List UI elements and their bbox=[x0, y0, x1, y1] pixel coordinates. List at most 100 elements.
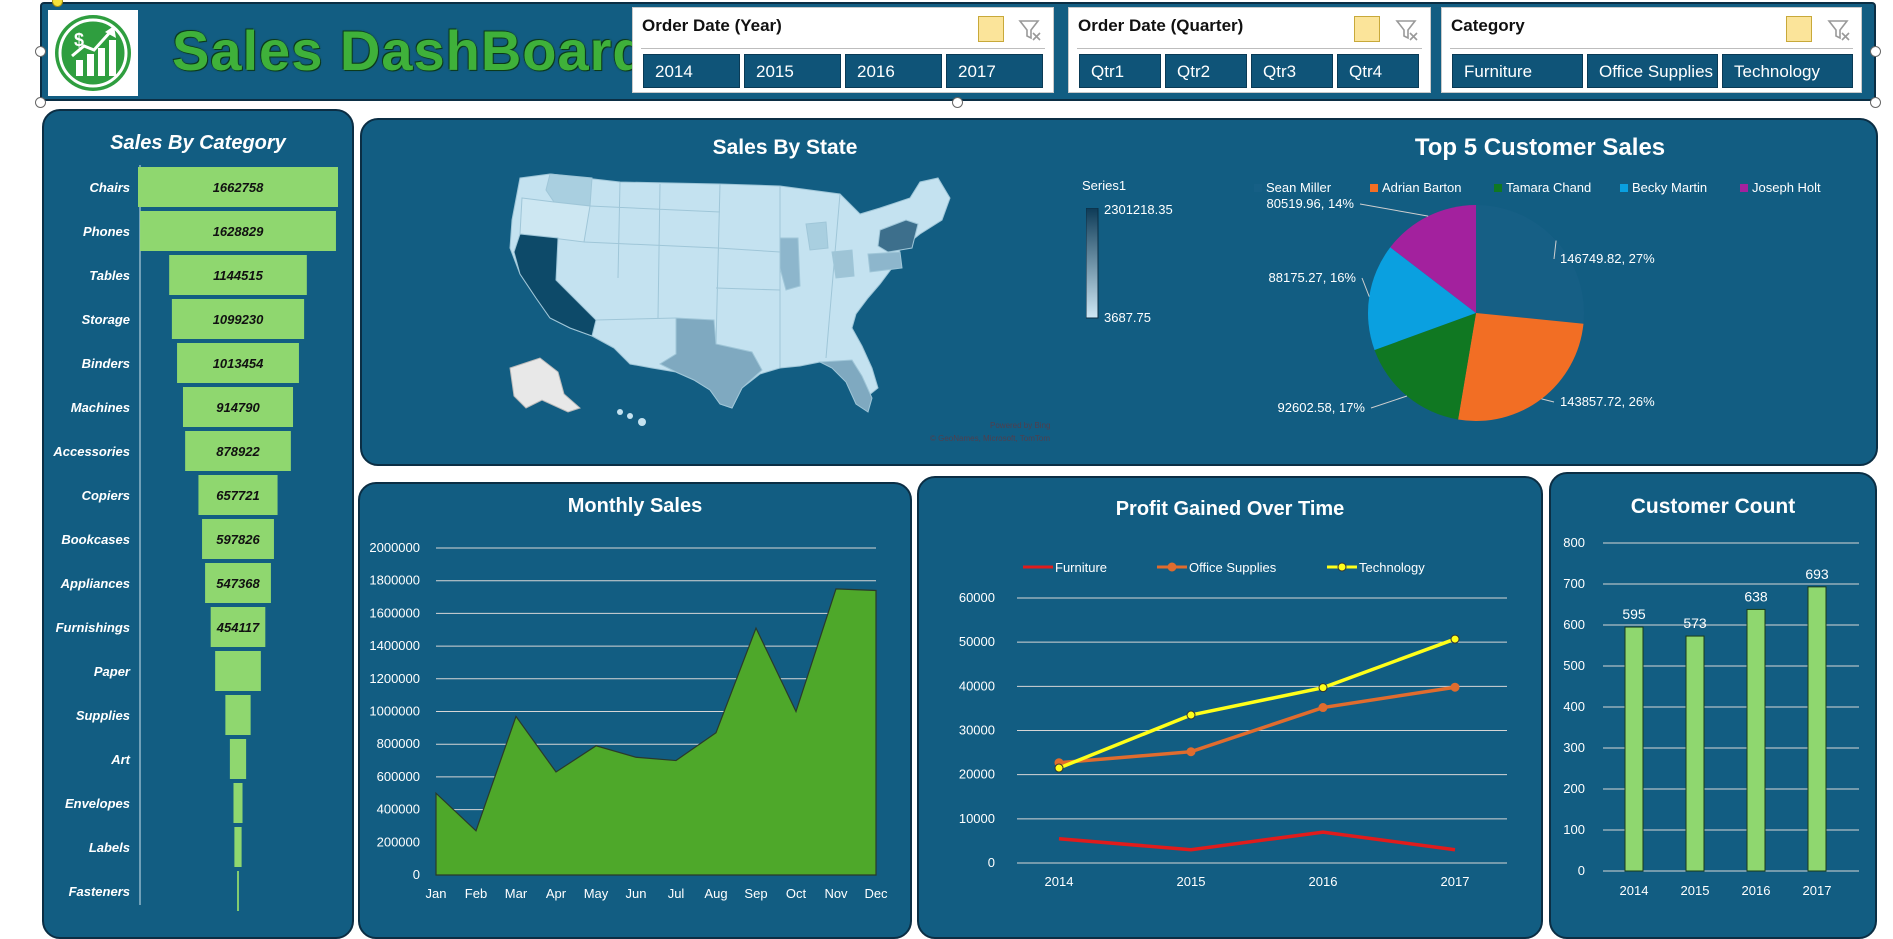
category-label: Copiers bbox=[82, 488, 130, 503]
pie-data-label: 143857.72, 26% bbox=[1560, 394, 1655, 409]
top5-customers-chart: Sean Miller Adrian Barton Tamara Chand Beck… bbox=[1254, 180, 1821, 421]
category-label: Supplies bbox=[76, 708, 130, 723]
top5-customers-title: Top 5 Customer Sales bbox=[1414, 134, 1666, 161]
multi-select-icon[interactable] bbox=[1786, 16, 1812, 42]
count-data-label: 573 bbox=[1683, 615, 1707, 631]
selection-handle[interactable] bbox=[1870, 97, 1881, 108]
series-point bbox=[1450, 682, 1460, 692]
slicer-button-office-supplies[interactable]: Office Supplies bbox=[1587, 54, 1718, 88]
pie-legend-swatch bbox=[1620, 184, 1628, 192]
customer-count-chart: 0 100 200 300 400 500 600 700 800 595 2014 573 2015 6… bbox=[1563, 535, 1859, 898]
pie-legend-swatch bbox=[1740, 184, 1748, 192]
category-value-label: 454117 bbox=[216, 620, 260, 635]
category-label: Envelopes bbox=[65, 796, 130, 811]
rotation-handle[interactable] bbox=[52, 0, 63, 7]
y-tick-label: 30000 bbox=[959, 723, 995, 738]
y-tick-label: 1200000 bbox=[369, 671, 420, 686]
legend-marker bbox=[1337, 562, 1347, 572]
y-tick-label: 500 bbox=[1563, 658, 1585, 673]
category-label: Accessories bbox=[52, 444, 130, 459]
slicer-button-2016[interactable]: 2016 bbox=[845, 54, 942, 88]
category-value-label: 1662758 bbox=[213, 180, 264, 195]
pie-data-label: 80519.96, 14% bbox=[1267, 196, 1355, 211]
y-tick-label: 50000 bbox=[959, 634, 995, 649]
slicer-button-furniture[interactable]: Furniture bbox=[1452, 54, 1583, 88]
customer-count-title: Customer Count bbox=[1630, 495, 1796, 518]
slicer-order-quarter: Order Date (Quarter) Qtr1 Qtr2 Qtr3 Qtr4 bbox=[1068, 7, 1431, 93]
multi-select-icon[interactable] bbox=[1354, 16, 1380, 42]
x-tick-label: Nov bbox=[824, 886, 848, 901]
category-bar bbox=[234, 827, 242, 867]
category-value-label: 1144515 bbox=[213, 268, 263, 283]
slicer-button-qtr2[interactable]: Qtr2 bbox=[1165, 54, 1247, 88]
category-bar bbox=[138, 167, 338, 207]
x-tick-label: 2015 bbox=[1177, 874, 1206, 889]
slicer-button-qtr4[interactable]: Qtr4 bbox=[1337, 54, 1419, 88]
pie-legend-swatch bbox=[1494, 184, 1502, 192]
category-label: Bookcases bbox=[61, 532, 130, 547]
multi-select-icon[interactable] bbox=[978, 16, 1004, 42]
map-credits-2: © GeoNames, Microsoft, TomTom bbox=[930, 434, 1050, 443]
clear-filter-icon[interactable] bbox=[1395, 18, 1419, 42]
category-value-label: 1628829 bbox=[213, 224, 264, 239]
category-label: Fasteners bbox=[69, 884, 130, 899]
slicer-order-year: Order Date (Year) 2014 2015 2016 2017 bbox=[632, 7, 1054, 93]
category-value-label: 547368 bbox=[216, 576, 260, 591]
y-tick-label: 800 bbox=[1563, 535, 1585, 550]
slicer-button-qtr3[interactable]: Qtr3 bbox=[1251, 54, 1333, 88]
pie-legend-label: Tamara Chand bbox=[1506, 180, 1591, 195]
sales-by-category-title: Sales By Category bbox=[110, 132, 286, 154]
legend-label: Technology bbox=[1359, 560, 1425, 575]
series-point bbox=[1186, 747, 1196, 757]
slicer-button-qtr1[interactable]: Qtr1 bbox=[1079, 54, 1161, 88]
category-bar bbox=[185, 431, 291, 471]
slicer-button-technology[interactable]: Technology bbox=[1722, 54, 1853, 88]
category-bar bbox=[198, 475, 278, 515]
x-tick-label: Aug bbox=[704, 886, 727, 901]
x-tick-label: 2017 bbox=[1441, 874, 1470, 889]
category-bar bbox=[229, 739, 247, 779]
series-point bbox=[1186, 710, 1196, 720]
clear-filter-icon[interactable] bbox=[1827, 18, 1851, 42]
x-tick-label: Oct bbox=[786, 886, 807, 901]
clear-filter-icon[interactable] bbox=[1018, 18, 1042, 42]
pie-leader-line bbox=[1359, 203, 1429, 217]
y-tick-label: 0 bbox=[988, 855, 995, 870]
svg-text:$: $ bbox=[74, 30, 84, 50]
pie-legend-label: Joseph Holt bbox=[1752, 180, 1821, 195]
category-value-label: 914790 bbox=[216, 400, 260, 415]
category-bar bbox=[205, 563, 271, 603]
y-tick-label: 0 bbox=[413, 867, 420, 882]
y-tick-label: 60000 bbox=[959, 590, 995, 605]
legend-label: Office Supplies bbox=[1189, 560, 1277, 575]
x-tick-label: 2014 bbox=[1620, 883, 1649, 898]
pie-legend-label: Becky Martin bbox=[1632, 180, 1707, 195]
selection-handle[interactable] bbox=[35, 97, 46, 108]
pie-data-label: 88175.27, 16% bbox=[1269, 270, 1357, 285]
category-bar bbox=[233, 783, 243, 823]
slicer-button-2014[interactable]: 2014 bbox=[643, 54, 740, 88]
category-label: Storage bbox=[82, 312, 130, 327]
slicer-button-2017[interactable]: 2017 bbox=[946, 54, 1043, 88]
pie-data-label: 146749.82, 27% bbox=[1560, 251, 1655, 266]
y-tick-label: 600 bbox=[1563, 617, 1585, 632]
selection-handle[interactable] bbox=[1870, 46, 1881, 57]
category-value-label: 597826 bbox=[216, 532, 260, 547]
x-tick-label: Jul bbox=[668, 886, 685, 901]
pie-slice bbox=[1476, 205, 1584, 324]
y-tick-label: 400 bbox=[1563, 699, 1585, 714]
selection-handle[interactable] bbox=[35, 46, 46, 57]
pie-leader-line bbox=[1553, 240, 1557, 260]
pie-leader-line bbox=[1361, 277, 1370, 297]
category-bar bbox=[202, 519, 274, 559]
category-label: Appliances bbox=[60, 576, 130, 591]
selection-handle[interactable] bbox=[952, 97, 963, 108]
category-label: Furnishings bbox=[56, 620, 130, 635]
y-tick-label: 1000000 bbox=[369, 704, 420, 719]
dashboard-title: Sales DashBoard bbox=[172, 19, 648, 82]
x-tick-label: 2014 bbox=[1045, 874, 1074, 889]
legend-label: Furniture bbox=[1055, 560, 1107, 575]
count-data-label: 595 bbox=[1622, 606, 1646, 622]
y-tick-label: 0 bbox=[1578, 863, 1585, 878]
slicer-button-2015[interactable]: 2015 bbox=[744, 54, 841, 88]
